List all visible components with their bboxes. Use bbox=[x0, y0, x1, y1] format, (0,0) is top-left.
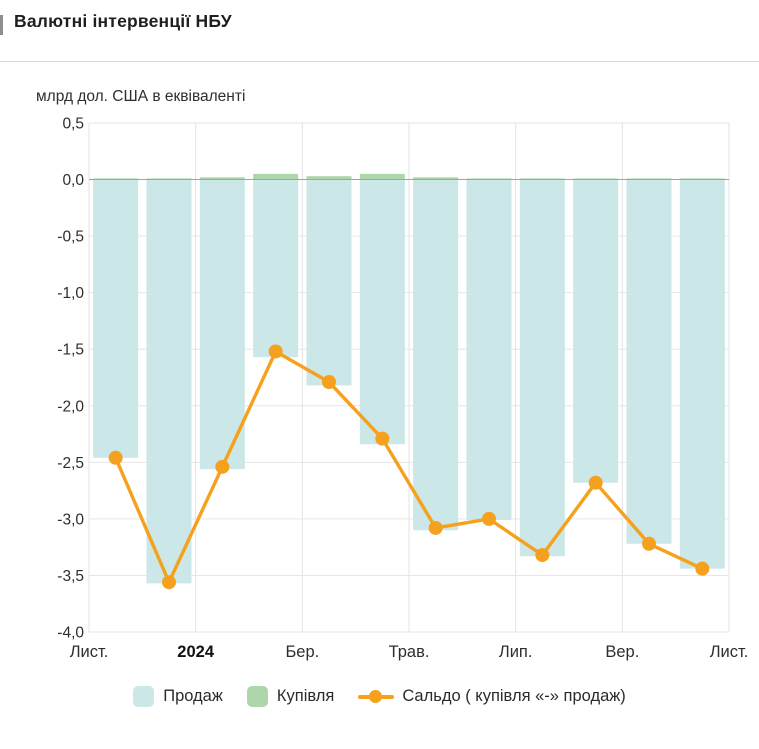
bar-purchase[interactable] bbox=[199, 177, 245, 180]
chart-legend: Продаж Купівля Сальдо ( купівля «-» прод… bbox=[0, 686, 759, 707]
saldo-point[interactable] bbox=[588, 475, 603, 490]
bar-sales[interactable] bbox=[359, 179, 405, 445]
interventions-chart: 0,50,0-0,5-1,0-1,5-2,0-2,5-3,0-3,5-4,0Ли… bbox=[57, 116, 749, 662]
bar-purchase[interactable] bbox=[146, 178, 192, 180]
bar-sales[interactable] bbox=[573, 179, 619, 483]
saldo-line bbox=[113, 349, 705, 584]
chart-axis-title: млрд дол. США в еквіваленті bbox=[36, 88, 246, 105]
y-tick-label: -2,5 bbox=[57, 455, 84, 472]
y-tick-label: -3,5 bbox=[57, 568, 84, 585]
y-tick-label: 0,0 bbox=[62, 172, 84, 189]
bar-sales[interactable] bbox=[466, 179, 512, 521]
saldo-point[interactable] bbox=[535, 548, 550, 563]
bar-sales[interactable] bbox=[306, 179, 352, 386]
bar-sales[interactable] bbox=[519, 179, 565, 557]
saldo-point[interactable] bbox=[108, 450, 123, 465]
x-tick-label: Лист. bbox=[710, 643, 749, 661]
saldo-point[interactable] bbox=[482, 511, 496, 526]
legend-label-purchase: Купівля bbox=[276, 687, 335, 705]
purchase-swatch bbox=[246, 686, 268, 707]
bar-sales[interactable] bbox=[253, 179, 299, 358]
bar-purchase[interactable] bbox=[679, 178, 725, 180]
saldo-point[interactable] bbox=[695, 561, 710, 576]
bar-purchase[interactable] bbox=[93, 178, 139, 180]
bar-purchase[interactable] bbox=[626, 178, 672, 180]
bar-sales[interactable] bbox=[679, 179, 725, 569]
bar-purchase[interactable] bbox=[466, 178, 512, 180]
y-tick-label: -3,0 bbox=[57, 511, 84, 528]
saldo-point[interactable] bbox=[322, 375, 336, 390]
y-tick-label: -1,5 bbox=[57, 342, 84, 359]
bar-sales[interactable] bbox=[626, 179, 672, 544]
legend-label-saldo: Сальдо ( купівля «-» продаж) bbox=[402, 687, 626, 705]
legend-label-sales: Продаж bbox=[163, 687, 223, 705]
legend-item-saldo[interactable]: Сальдо ( купівля «-» продаж) bbox=[358, 686, 626, 707]
x-tick-label: Лип. bbox=[499, 643, 533, 661]
x-tick-label: Бер. bbox=[285, 643, 319, 661]
y-tick-label: -2,0 bbox=[57, 398, 84, 415]
saldo-point[interactable] bbox=[428, 520, 443, 535]
bar-purchase[interactable] bbox=[306, 176, 352, 180]
y-tick-label: -1,0 bbox=[57, 285, 84, 302]
bar-sales[interactable] bbox=[199, 179, 245, 470]
saldo-line-icon bbox=[358, 686, 395, 707]
x-tick-label: Лист. bbox=[70, 643, 109, 661]
y-tick-label: -0,5 bbox=[57, 229, 84, 246]
y-tick-label: 0,5 bbox=[62, 116, 84, 133]
saldo-point[interactable] bbox=[162, 575, 176, 590]
x-tick-label: 2024 bbox=[177, 643, 215, 661]
bar-purchase[interactable] bbox=[519, 178, 565, 180]
saldo-point[interactable] bbox=[642, 536, 656, 551]
legend-item-purchase[interactable]: Купівля bbox=[246, 686, 335, 707]
saldo-point[interactable] bbox=[268, 344, 283, 359]
x-tick-label: Вер. bbox=[605, 643, 639, 661]
bar-sales[interactable] bbox=[93, 179, 139, 458]
x-tick-label: Трав. bbox=[389, 643, 430, 661]
page-title: Валютні інтервенції НБУ bbox=[14, 11, 232, 31]
bar-purchase[interactable] bbox=[253, 173, 299, 180]
title-divider bbox=[0, 61, 759, 62]
bar-purchase[interactable] bbox=[359, 173, 405, 180]
sales-swatch bbox=[133, 686, 155, 707]
bar-sales[interactable] bbox=[146, 179, 192, 584]
bar-purchase[interactable] bbox=[413, 177, 459, 180]
bar-purchase[interactable] bbox=[573, 178, 619, 180]
saldo-point[interactable] bbox=[215, 459, 230, 474]
bar-sales[interactable] bbox=[413, 179, 459, 531]
left-edge-mark bbox=[0, 15, 3, 35]
y-tick-label: -4,0 bbox=[57, 625, 84, 642]
legend-item-sales[interactable]: Продаж bbox=[133, 686, 223, 707]
saldo-point[interactable] bbox=[375, 431, 390, 446]
